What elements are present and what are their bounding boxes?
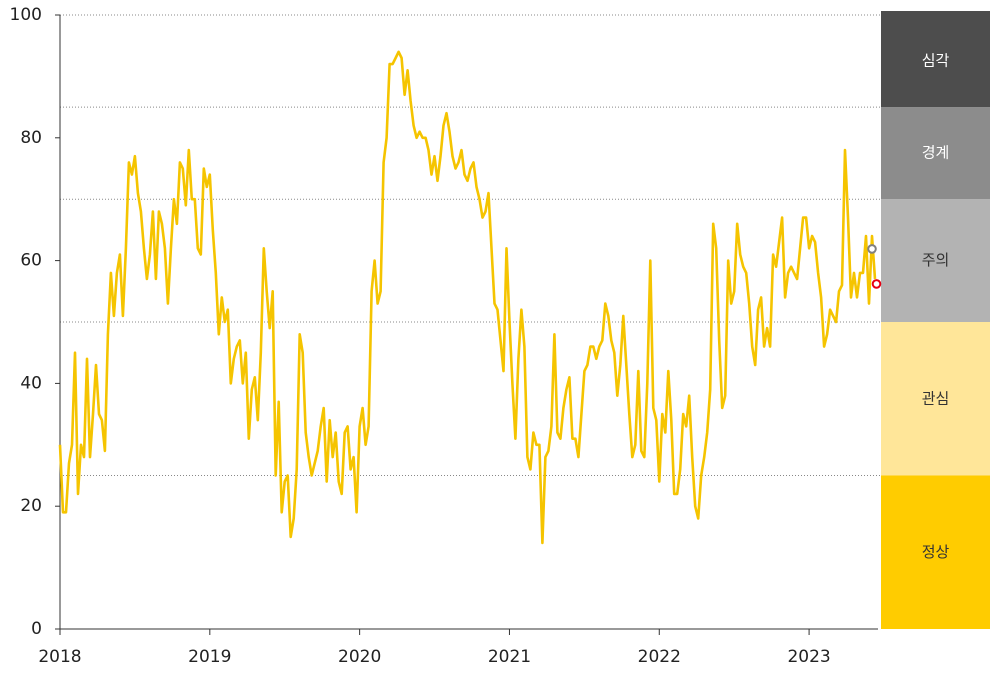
x-tick-label: 2019 xyxy=(188,647,231,667)
x-tick-label: 2023 xyxy=(787,647,830,667)
x-tick-label: 2018 xyxy=(38,647,81,667)
zone-label: 심각 xyxy=(922,52,950,70)
zone-band xyxy=(881,11,990,108)
y-tick-label: 80 xyxy=(20,128,42,148)
y-tick-label: 60 xyxy=(20,251,42,271)
zone-band xyxy=(881,322,990,476)
y-tick-label: 0 xyxy=(31,619,42,639)
zone-band xyxy=(881,475,990,629)
zone-band xyxy=(881,199,990,322)
x-tick-label: 2022 xyxy=(638,647,681,667)
y-tick-label: 20 xyxy=(20,496,42,516)
zone-label: 경계 xyxy=(922,144,950,162)
end-marker xyxy=(871,279,882,289)
x-tick-label: 2021 xyxy=(488,647,531,667)
zone-label: 정상 xyxy=(922,543,950,561)
zone-label: 주의 xyxy=(922,251,950,269)
data-line xyxy=(58,50,877,545)
y-tick-label: 40 xyxy=(20,373,42,393)
x-tick-label: 2020 xyxy=(338,647,381,667)
y-tick-label: 100 xyxy=(10,5,42,25)
end-marker xyxy=(867,244,877,254)
zone-label: 관심 xyxy=(922,389,950,407)
zone-band xyxy=(881,107,990,200)
